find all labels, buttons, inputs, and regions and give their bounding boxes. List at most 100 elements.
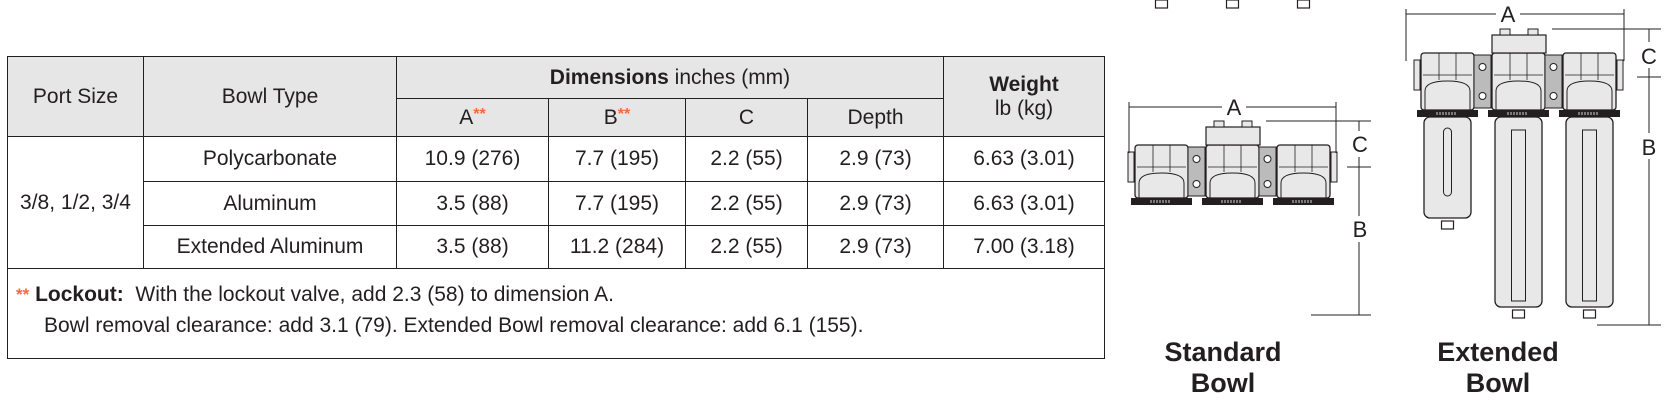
screw-icon [1192,180,1201,188]
footnotes: ** Lockout: With the lockout valve, add … [7,268,1105,359]
header-weight: Weight lb (kg) [943,56,1105,137]
head-dome [1280,172,1327,198]
table-row: 3/8, 1/2, 3/4 Polycarbonate 10.9 (276) 7… [7,136,1105,269]
bowl [1565,116,1614,308]
weight-cell: 6.63 (3.01) [943,136,1105,182]
top-knob [1241,120,1253,128]
head-dome [1138,172,1185,198]
depth-cell: 2.9 (73) [807,181,944,226]
port-size-cell: 3/8, 1/2, 3/4 [7,136,144,269]
regulator-top [1491,34,1547,54]
sight-glass [1443,127,1452,197]
unit-head [1134,144,1189,199]
standard-bowl-drawing [1127,0,1371,316]
a-asterisk: ** [473,105,486,123]
port-fitting [1330,151,1338,183]
bowl [1423,116,1472,219]
header-b: B** [548,98,686,137]
dimensions-unit: inches (mm) [668,65,791,89]
collar-ring [1131,198,1192,205]
screw-icon [1549,92,1558,100]
drain [1154,0,1169,9]
drain [1582,309,1597,319]
table-row: Extended Aluminum 3.5 (88) 11.2 (284) 2.… [8,225,1105,269]
bowl-cell: Polycarbonate [143,136,397,182]
head-dome [1495,80,1542,110]
body-connector [1187,146,1206,197]
ext-dim-b: B [1642,135,1657,160]
collar-ring [1417,110,1478,117]
header-a: A** [396,98,549,137]
weight-cell: 6.63 (3.01) [943,181,1105,226]
weight-unit: lb (kg) [994,96,1054,120]
bowl-rib [1511,129,1526,302]
c-cell: 2.2 (55) [685,181,808,226]
ext-dim-c: C [1641,44,1657,69]
body-connector [1544,54,1563,109]
b-cell: 7.7 (195) [548,181,686,226]
head-dome [1424,80,1471,110]
clearance-note: Bowl removal clearance: add 3.1 (79). Ex… [44,314,864,337]
head-dome [1209,172,1256,198]
caption-line2: Bowl [1190,368,1256,398]
regulator-top [1205,126,1261,146]
caption-line1: Standard [1164,337,1282,367]
lockout-text: With the lockout valve, add 2.3 (58) to … [123,283,614,306]
drain [1511,309,1526,319]
collar-ring [1273,198,1334,205]
a-cell: 10.9 (276) [396,136,549,182]
unit-head [1276,144,1331,199]
caption-line1: Extended [1437,337,1559,367]
screw-icon [1478,92,1487,100]
screw-icon [1263,180,1272,188]
lockout-label: Lockout: [35,283,124,306]
caption-line2: Bowl [1465,368,1531,398]
drain [1296,0,1311,9]
lockout-note: ** Lockout: With the lockout valve, add … [16,279,1104,310]
ext-dim-a: A [1501,2,1516,27]
standard-bowl-caption: Standard Bowl [1143,337,1303,399]
extended-bowl-drawing [1405,9,1661,326]
collar-ring [1559,110,1620,117]
drain [1440,220,1455,230]
note-asterisk: ** [16,285,30,304]
bowl-cell: Extended Aluminum [143,225,397,269]
a-cell: 3.5 (88) [396,181,549,226]
b-label: B [603,105,618,129]
bowl-cell: Aluminum [143,181,397,226]
header-depth: Depth [807,98,944,137]
body-connector [1258,146,1277,197]
bowl [1494,116,1543,308]
bowl-rib [1582,129,1597,302]
extended-dimension-labels: A C B [1496,2,1660,160]
std-dim-a: A [1227,95,1242,120]
header-port-size: Port Size [7,56,144,137]
port-fitting [1127,151,1135,183]
weight-label: Weight [989,72,1059,96]
collar-ring [1488,110,1549,117]
extended-bowl-caption: Extended Bowl [1418,337,1578,399]
screw-icon [1549,63,1558,71]
header-c: C [685,98,808,137]
top-knob [1499,28,1511,36]
depth-cell: 2.9 (73) [807,225,944,269]
screw-icon [1263,155,1272,163]
body-connector [1473,54,1492,109]
screw-icon [1478,63,1487,71]
std-dim-c: C [1352,132,1368,157]
head-dome [1566,80,1613,110]
b-cell: 7.7 (195) [548,136,686,182]
b-asterisk: ** [617,105,631,123]
a-label: A [459,105,474,129]
top-knob [1213,120,1225,128]
top-knob [1527,28,1539,36]
collar-ring [1202,198,1263,205]
unit-head [1205,144,1260,199]
dimensions-table: Port Size Bowl Type Dimensions inches (m… [7,56,1105,359]
drain [1225,0,1240,9]
std-dim-b: B [1353,217,1368,242]
standard-dimension-labels: A C B [1222,94,1370,242]
port-fitting [1616,59,1624,91]
table-row: Aluminum 3.5 (88) 7.7 (195) 2.2 (55) 2.9… [8,181,1105,226]
